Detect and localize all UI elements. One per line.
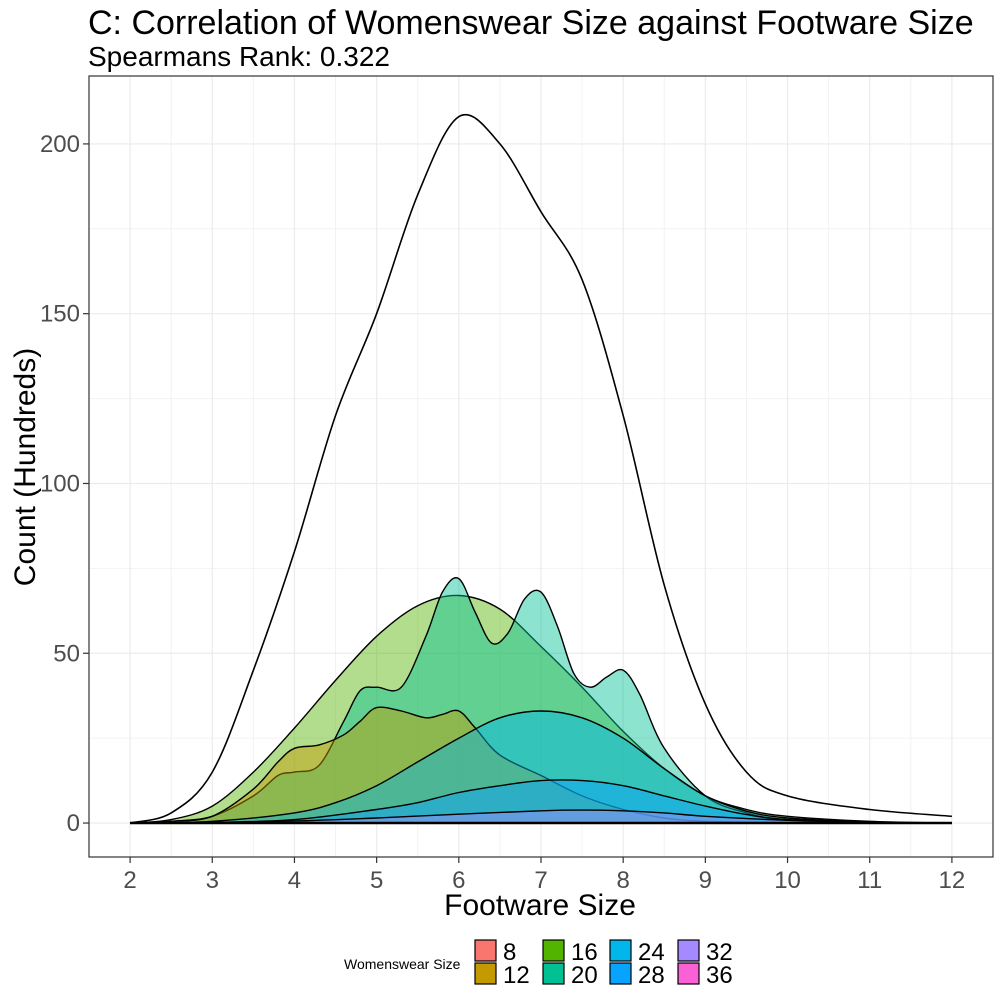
- density-line-24: [130, 710, 952, 824]
- legend-title: Womenswear Size: [344, 956, 461, 972]
- legend-label-36: 36: [706, 962, 733, 989]
- x-tick-label: 10: [774, 867, 801, 894]
- x-axis-title: Footware Size: [444, 889, 636, 922]
- y-tick-label: 0: [67, 810, 80, 837]
- y-axis-title: Count (Hundreds): [9, 348, 42, 586]
- density-area-16: [130, 595, 952, 823]
- x-tick-label: 9: [699, 867, 712, 894]
- x-tick-label: 6: [452, 867, 465, 894]
- y-tick-label: 150: [40, 301, 80, 328]
- legend-key-12: [474, 962, 497, 985]
- legend-key-8: [474, 939, 497, 962]
- y-tick-label: 50: [53, 640, 80, 667]
- x-tick-label: 8: [617, 867, 630, 894]
- legend-key-28: [609, 962, 632, 985]
- x-tick-label: 2: [123, 867, 136, 894]
- density-area-12: [130, 707, 952, 823]
- density-area-28: [130, 779, 952, 823]
- x-tick-label: 11: [857, 867, 882, 894]
- legend-key-36: [677, 962, 700, 985]
- density-area-20: [130, 577, 952, 823]
- density-line-16: [130, 594, 952, 824]
- chart-subtitle: Spearmans Rank: 0.322: [88, 41, 390, 72]
- x-tick-label: 5: [370, 867, 383, 894]
- y-tick-label: 100: [40, 470, 80, 497]
- legend-key-32: [677, 939, 700, 962]
- legend-label-24: 24: [638, 939, 665, 966]
- plot-panel: 2 3 4 5 6 7 8 9 10 11 12 0 50 100 150 200: [40, 75, 994, 894]
- legend-label-16: 16: [571, 939, 598, 966]
- x-tick-label: 4: [288, 867, 301, 894]
- chart-title: C: Correlation of Womenswear Size agains…: [88, 4, 974, 42]
- density-total-line: [129, 114, 952, 824]
- density-line-28: [130, 779, 952, 824]
- density-line-12: [130, 706, 952, 824]
- legend-key-20: [542, 962, 565, 985]
- legend-key-24: [609, 939, 632, 962]
- legend-label-32: 32: [706, 939, 733, 966]
- density-line-20: [130, 577, 952, 824]
- legend-label-20: 20: [571, 962, 598, 989]
- legend-label-12: 12: [503, 962, 530, 989]
- x-tick-label: 12: [939, 867, 966, 894]
- x-tick-label: 7: [534, 867, 547, 894]
- density-area-24: [130, 711, 952, 823]
- legend-label-28: 28: [638, 962, 665, 989]
- y-tick-label: 200: [40, 131, 80, 158]
- legend-key-16: [542, 939, 565, 962]
- density-line-32: [130, 809, 952, 824]
- x-tick-label: 3: [206, 867, 219, 894]
- legend-label-8: 8: [503, 939, 516, 966]
